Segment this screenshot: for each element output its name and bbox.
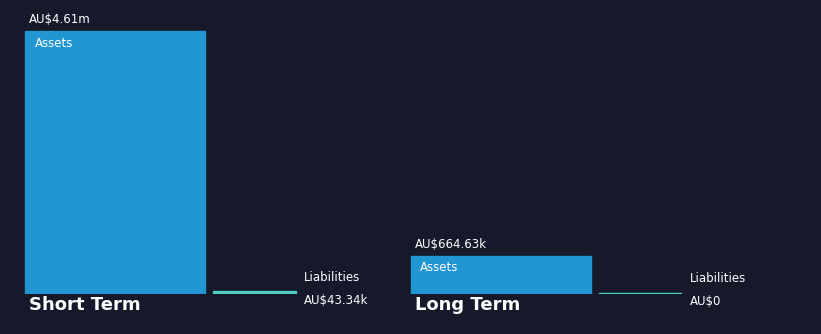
- Text: AU$4.61m: AU$4.61m: [29, 13, 90, 26]
- Bar: [213, 292, 296, 294]
- Text: Assets: Assets: [420, 261, 459, 274]
- Bar: [599, 293, 681, 294]
- Text: Short Term: Short Term: [29, 296, 140, 314]
- Text: Assets: Assets: [34, 37, 73, 50]
- Text: Long Term: Long Term: [415, 296, 520, 314]
- Text: AU$0: AU$0: [690, 296, 721, 309]
- Bar: [410, 256, 591, 294]
- Text: AU$664.63k: AU$664.63k: [415, 238, 487, 251]
- Text: AU$43.34k: AU$43.34k: [304, 294, 368, 307]
- Text: Liabilities: Liabilities: [690, 272, 746, 285]
- Bar: [25, 31, 205, 294]
- Text: Liabilities: Liabilities: [304, 271, 360, 284]
